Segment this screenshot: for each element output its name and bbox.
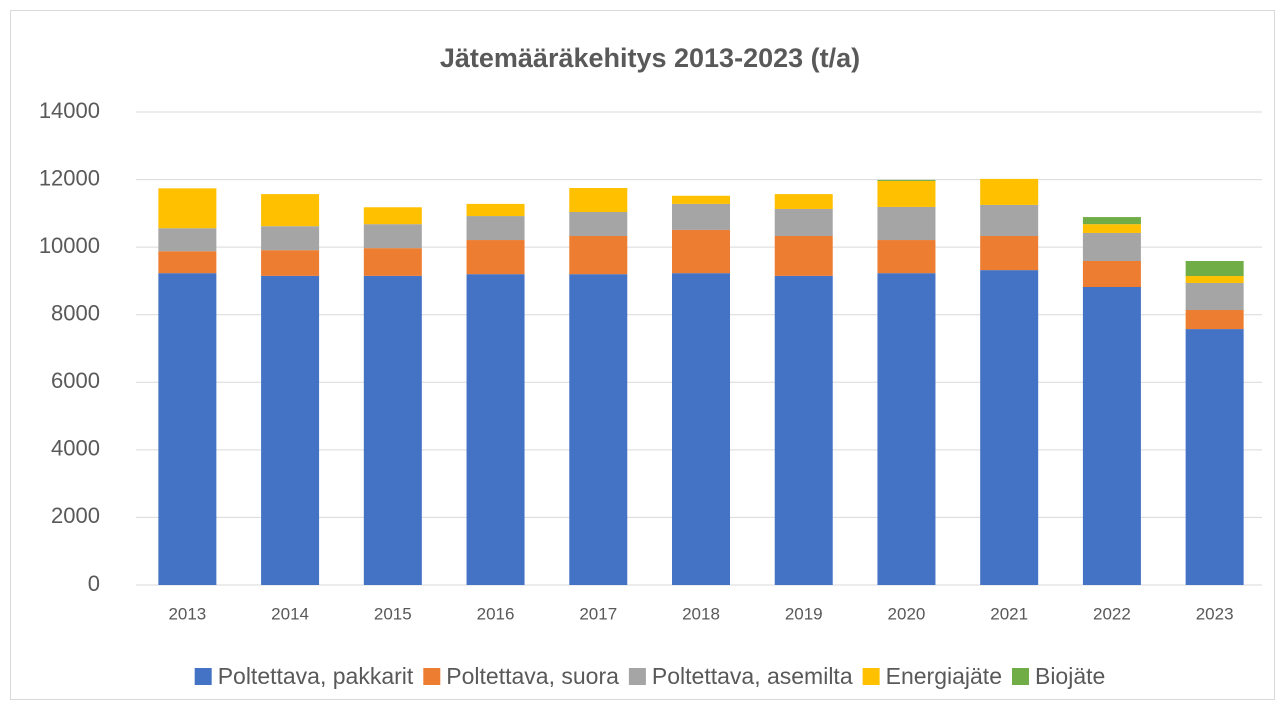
y-tick-label: 12000 <box>39 165 100 190</box>
bar-segment <box>158 273 217 585</box>
bar-segment <box>261 226 320 251</box>
bar-segment <box>672 273 730 585</box>
bar-segment <box>466 216 525 241</box>
bar-segment <box>877 206 936 241</box>
legend-label: Energiajäte <box>886 663 1002 689</box>
bar-segment <box>466 240 525 275</box>
bar-segment <box>774 235 833 276</box>
bar-segment <box>363 207 422 225</box>
legend-label: Biojäte <box>1035 663 1105 689</box>
bar-segment <box>774 208 833 236</box>
legend-label: Poltettava, asemilta <box>652 663 853 689</box>
legend-swatch <box>194 668 212 685</box>
bar-segment <box>672 229 730 274</box>
bar-segment <box>1185 329 1244 585</box>
bar-segment <box>363 224 422 249</box>
legend-swatch <box>628 668 646 685</box>
x-tick-label: 2014 <box>271 604 309 623</box>
legend-swatch <box>423 668 441 685</box>
bar-segment <box>158 251 217 274</box>
bar-segment <box>261 275 320 585</box>
y-tick-label: 10000 <box>39 233 100 258</box>
x-tick-label: 2018 <box>682 604 720 623</box>
y-tick-label: 0 <box>88 571 100 596</box>
bar-segment <box>774 194 833 209</box>
bar-segment <box>980 235 1039 271</box>
bar-segment <box>569 274 628 585</box>
y-tick-label: 2000 <box>51 503 100 528</box>
legend-swatch <box>862 668 880 685</box>
x-tick-label: 2016 <box>477 604 515 623</box>
bar-segment <box>261 194 320 227</box>
bar-segment <box>1185 309 1244 330</box>
y-tick-label: 14000 <box>39 98 100 123</box>
bar-segment <box>1185 276 1244 283</box>
bar-segment <box>466 203 525 217</box>
bar-segment <box>1185 260 1244 277</box>
bar-segment <box>877 273 936 585</box>
bar-segment <box>980 204 1039 236</box>
bar-segment <box>672 195 730 204</box>
x-tick-label: 2015 <box>374 604 412 623</box>
bar-segment <box>569 188 628 213</box>
legend-swatch <box>1011 668 1029 685</box>
bar-segment <box>774 275 833 585</box>
bar-segment <box>158 188 217 229</box>
bar-segment <box>1082 232 1141 261</box>
chart-title: Jätemääräkehitys 2013-2023 (t/a) <box>440 43 860 73</box>
bar-segment <box>980 178 1039 205</box>
bar-segment <box>569 212 628 236</box>
bar-segment <box>877 179 936 181</box>
bar-segment <box>1082 260 1141 288</box>
bar-segment <box>466 274 525 585</box>
bar-segment <box>261 250 320 276</box>
x-tick-label: 2021 <box>990 604 1028 623</box>
x-tick-label: 2022 <box>1093 604 1131 623</box>
y-tick-label: 4000 <box>51 436 100 461</box>
bar-segment <box>569 235 628 275</box>
x-tick-label: 2017 <box>579 604 617 623</box>
y-tick-label: 8000 <box>51 301 100 326</box>
bar-segment <box>363 275 422 585</box>
legend-label: Poltettava, pakkarit <box>218 663 414 689</box>
bar-segment <box>980 270 1039 585</box>
x-tick-label: 2023 <box>1196 604 1234 623</box>
bar-segment <box>1082 287 1141 585</box>
x-tick-label: 2019 <box>785 604 823 623</box>
x-tick-label: 2013 <box>168 604 206 623</box>
bar-segment <box>877 240 936 274</box>
bar-segment <box>1185 282 1244 310</box>
bar-segment <box>672 203 730 230</box>
legend-label: Poltettava, suora <box>446 663 619 689</box>
bar-segment <box>158 228 217 252</box>
y-tick-label: 6000 <box>51 368 100 393</box>
bar-segment <box>1082 217 1141 225</box>
bar-segment <box>877 180 936 207</box>
bar-segment <box>1082 224 1141 233</box>
x-tick-label: 2020 <box>888 604 926 623</box>
bar-segment <box>363 248 422 276</box>
